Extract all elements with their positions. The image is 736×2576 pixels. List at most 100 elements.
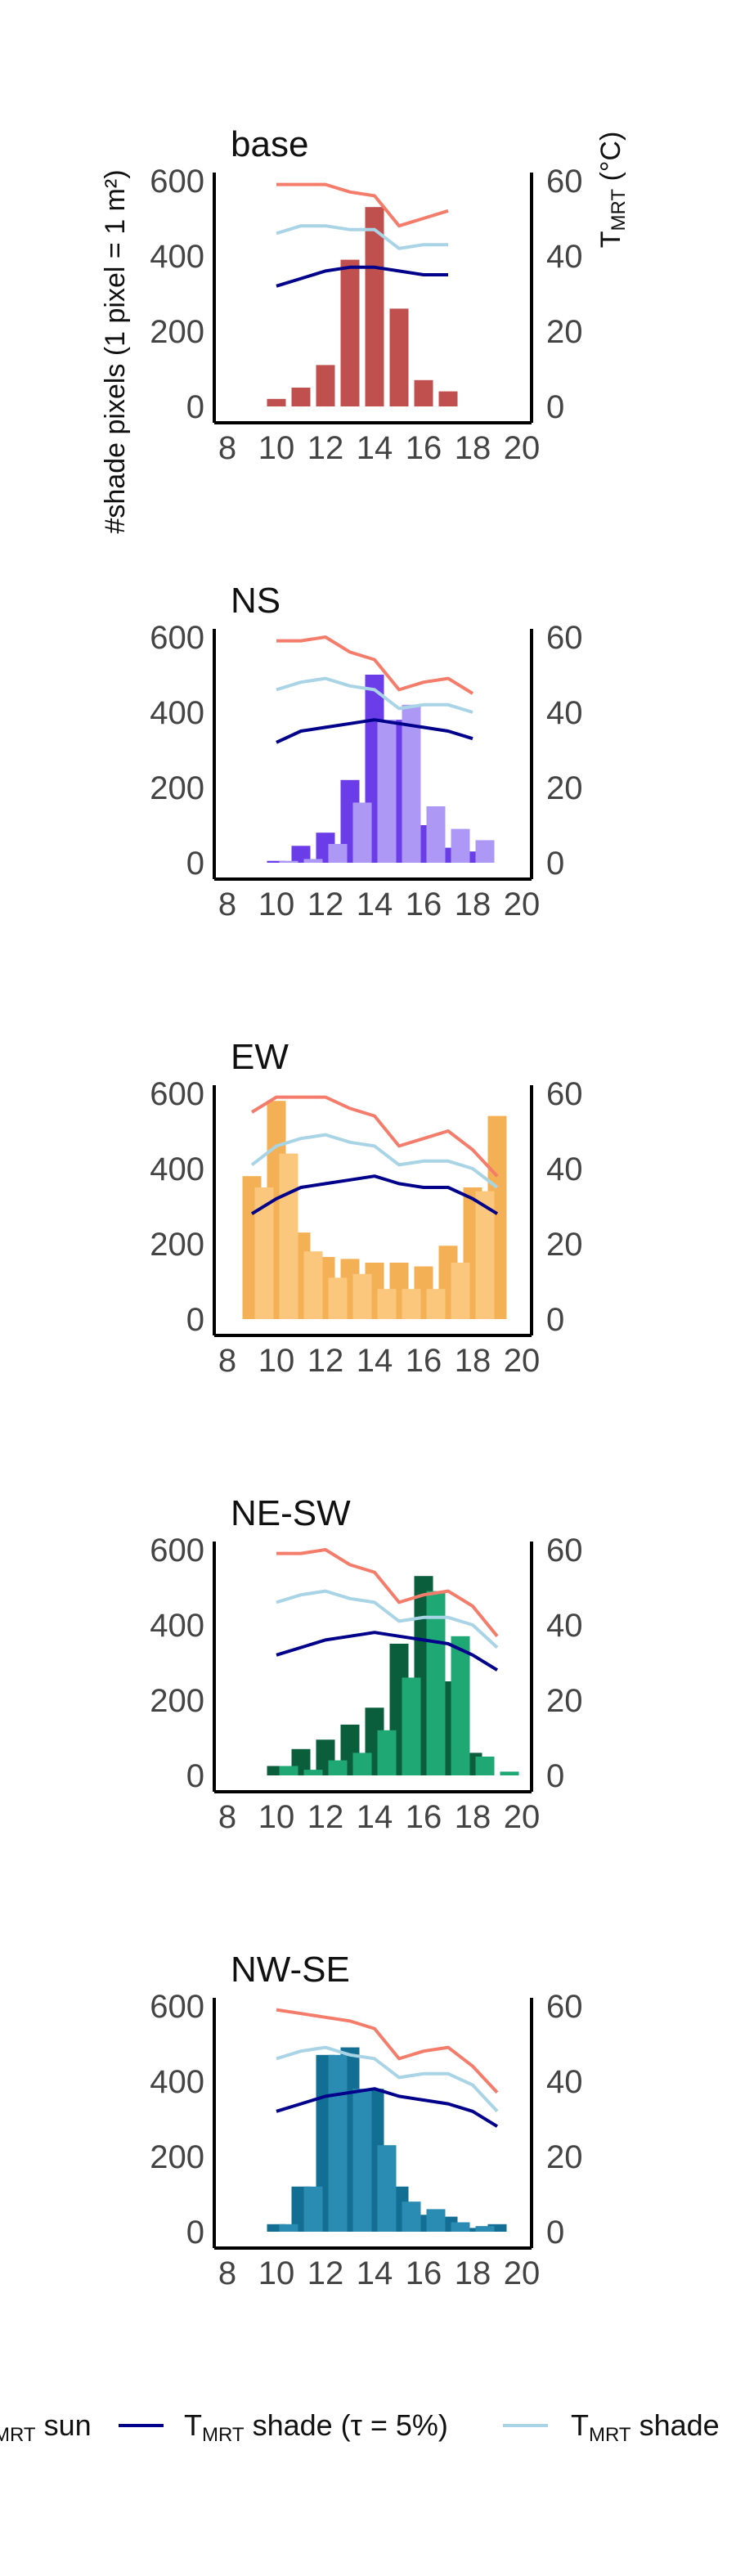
y2-tick-label: 40 [546,2064,583,2100]
y-axis-right-label: TMRT (°C) [595,132,630,249]
y-tick-label: 0 [186,2215,204,2251]
chart-title: base [231,124,308,164]
bar [267,1766,286,1775]
x-tick-label: 8 [218,430,236,466]
bar [340,259,360,406]
y2-tick-label: 0 [546,1758,564,1794]
series-line [276,676,473,714]
x-tick-label: 8 [218,1343,236,1379]
x-tick-label: 14 [357,2255,393,2291]
x-tick-label: 20 [504,886,541,922]
y-tick-label: 200 [150,770,204,806]
bar [316,365,335,406]
y2-tick-label: 20 [546,1227,583,1263]
bar [279,860,298,863]
x-tick-label: 16 [406,430,442,466]
chart-title: EW [231,1037,289,1077]
x-tick-label: 12 [307,1343,344,1379]
y2-tick-label: 60 [546,1533,583,1568]
series-line [250,1095,499,1178]
y2-tick-label: 60 [546,1076,583,1112]
series-line [276,224,448,250]
bar [475,2226,495,2232]
x-tick-label: 14 [357,886,393,922]
series-line [276,182,449,228]
bar [303,859,323,863]
bar [451,828,470,863]
chart-title: NE-SW [231,1493,351,1533]
y-tick-label: 400 [150,2064,204,2100]
y2-tick-label: 60 [546,164,583,200]
x-tick-label: 18 [455,1343,491,1379]
bar [475,840,495,863]
bar [291,388,311,406]
x-tick-label: 12 [307,2255,344,2291]
bar [475,1757,495,1775]
x-tick-label: 14 [357,430,393,466]
x-tick-label: 8 [218,2255,236,2291]
series-line [276,718,473,744]
series-line [276,1631,499,1672]
bar [254,1187,274,1319]
svg-text:TMRT shade: TMRT shade [571,2408,720,2446]
bar [426,2209,446,2232]
bar [402,2201,421,2232]
y-tick-label: 200 [150,314,204,350]
bar [352,802,372,863]
x-tick-label: 18 [455,430,491,466]
bar [352,2089,372,2232]
x-tick-label: 12 [307,1799,344,1835]
bar [279,1153,298,1319]
y-tick-label: 600 [150,1989,204,2025]
y2-tick-label: 40 [546,1151,583,1187]
bar [377,1289,397,1319]
x-tick-label: 14 [357,1799,393,1835]
x-tick-label: 18 [455,2255,491,2291]
y2-tick-label: 40 [546,695,583,731]
bar [451,1636,470,1775]
y-tick-label: 400 [150,1151,204,1187]
bar [402,704,421,863]
bar [303,1251,323,1319]
y-tick-label: 400 [150,1608,204,1644]
bar [328,844,348,863]
y-tick-label: 0 [186,389,204,425]
y-axis-left-label: #shade pixels (1 pixel = 1 m²) [100,169,131,533]
bar [303,2186,323,2232]
y-tick-label: 400 [150,695,204,731]
bar [426,1289,446,1319]
bar [451,1263,470,1319]
bar [389,308,409,406]
y2-tick-label: 40 [546,1608,583,1644]
bar [303,1770,323,1775]
x-tick-label: 18 [455,886,491,922]
chart-title: NS [231,581,280,621]
legend-shade-main: T [571,2408,589,2442]
y2-tick-label: 0 [546,846,564,882]
x-tick-label: 18 [455,1799,491,1835]
y2-tick-label: 20 [546,2139,583,2175]
y-tick-label: 600 [150,1076,204,1112]
series-line [276,265,448,288]
y-tick-label: 600 [150,164,204,200]
bar [487,2224,507,2232]
y-tick-label: 600 [150,1533,204,1568]
bar [328,1277,348,1319]
y-tick-label: 400 [150,239,204,275]
y-tick-label: 600 [150,620,204,656]
x-tick-label: 10 [258,1343,295,1379]
bar [279,2224,298,2232]
bar [475,1191,495,1319]
bar [414,379,433,406]
x-tick-label: 20 [504,1343,541,1379]
legend-item-shade: TMRT shade [503,2408,720,2446]
bar [402,1677,421,1775]
series-line [276,1548,499,1638]
y-tick-label: 0 [186,1302,204,1338]
series-line [276,635,474,695]
y-tick-label: 200 [150,2139,204,2175]
